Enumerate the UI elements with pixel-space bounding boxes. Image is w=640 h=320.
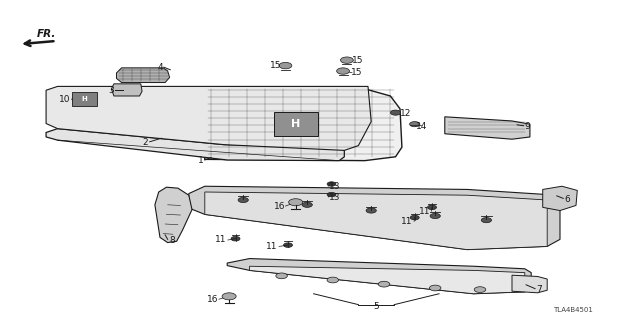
Circle shape [378, 281, 390, 287]
Polygon shape [512, 275, 547, 293]
Circle shape [390, 110, 401, 115]
FancyBboxPatch shape [274, 112, 317, 136]
Text: 12: 12 [400, 109, 412, 118]
Text: H: H [82, 96, 87, 101]
Circle shape [327, 182, 336, 186]
Circle shape [289, 199, 303, 206]
Circle shape [222, 293, 236, 300]
Circle shape [284, 243, 292, 247]
Polygon shape [250, 266, 525, 294]
Text: 16: 16 [207, 295, 219, 304]
Circle shape [481, 218, 492, 223]
Text: 5: 5 [374, 302, 379, 311]
Polygon shape [111, 84, 142, 96]
Polygon shape [227, 259, 531, 294]
Text: 14: 14 [416, 122, 428, 131]
Polygon shape [46, 86, 371, 150]
Circle shape [366, 208, 376, 213]
Text: 7: 7 [536, 285, 542, 294]
Circle shape [337, 68, 349, 74]
Circle shape [279, 62, 292, 69]
Text: FR.: FR. [36, 29, 56, 39]
Circle shape [429, 285, 441, 291]
Text: 9: 9 [525, 122, 531, 131]
Text: TLA4B4501: TLA4B4501 [553, 307, 593, 313]
Polygon shape [200, 87, 402, 161]
Polygon shape [205, 192, 547, 250]
Polygon shape [445, 117, 530, 139]
Circle shape [327, 192, 336, 197]
Polygon shape [46, 129, 344, 161]
Circle shape [327, 277, 339, 283]
Text: H: H [291, 119, 300, 129]
Text: 2: 2 [143, 138, 148, 147]
Polygon shape [155, 187, 192, 243]
Text: 13: 13 [329, 193, 340, 202]
Text: 15: 15 [270, 61, 282, 70]
Circle shape [302, 202, 312, 207]
Text: 1: 1 [198, 156, 204, 165]
Text: 8: 8 [169, 236, 175, 245]
Circle shape [430, 213, 440, 219]
FancyBboxPatch shape [72, 92, 97, 106]
Text: 6: 6 [564, 195, 570, 204]
Text: 11: 11 [215, 236, 227, 244]
Text: 11: 11 [266, 242, 278, 251]
Polygon shape [116, 68, 170, 83]
Circle shape [276, 273, 287, 279]
Circle shape [410, 215, 419, 220]
Text: 13: 13 [329, 182, 340, 191]
Text: 15: 15 [351, 68, 362, 77]
Text: 3: 3 [108, 86, 114, 95]
Circle shape [428, 205, 436, 210]
Circle shape [238, 197, 248, 203]
Circle shape [410, 122, 420, 127]
Text: 10: 10 [59, 95, 70, 104]
Text: 11: 11 [419, 207, 430, 216]
Text: 11: 11 [401, 217, 413, 226]
Circle shape [474, 287, 486, 292]
Text: 4: 4 [157, 63, 163, 72]
Polygon shape [543, 186, 577, 211]
Circle shape [340, 57, 353, 63]
Circle shape [231, 236, 240, 241]
Text: 15: 15 [352, 56, 364, 65]
Polygon shape [189, 186, 560, 250]
Text: 16: 16 [274, 202, 285, 211]
